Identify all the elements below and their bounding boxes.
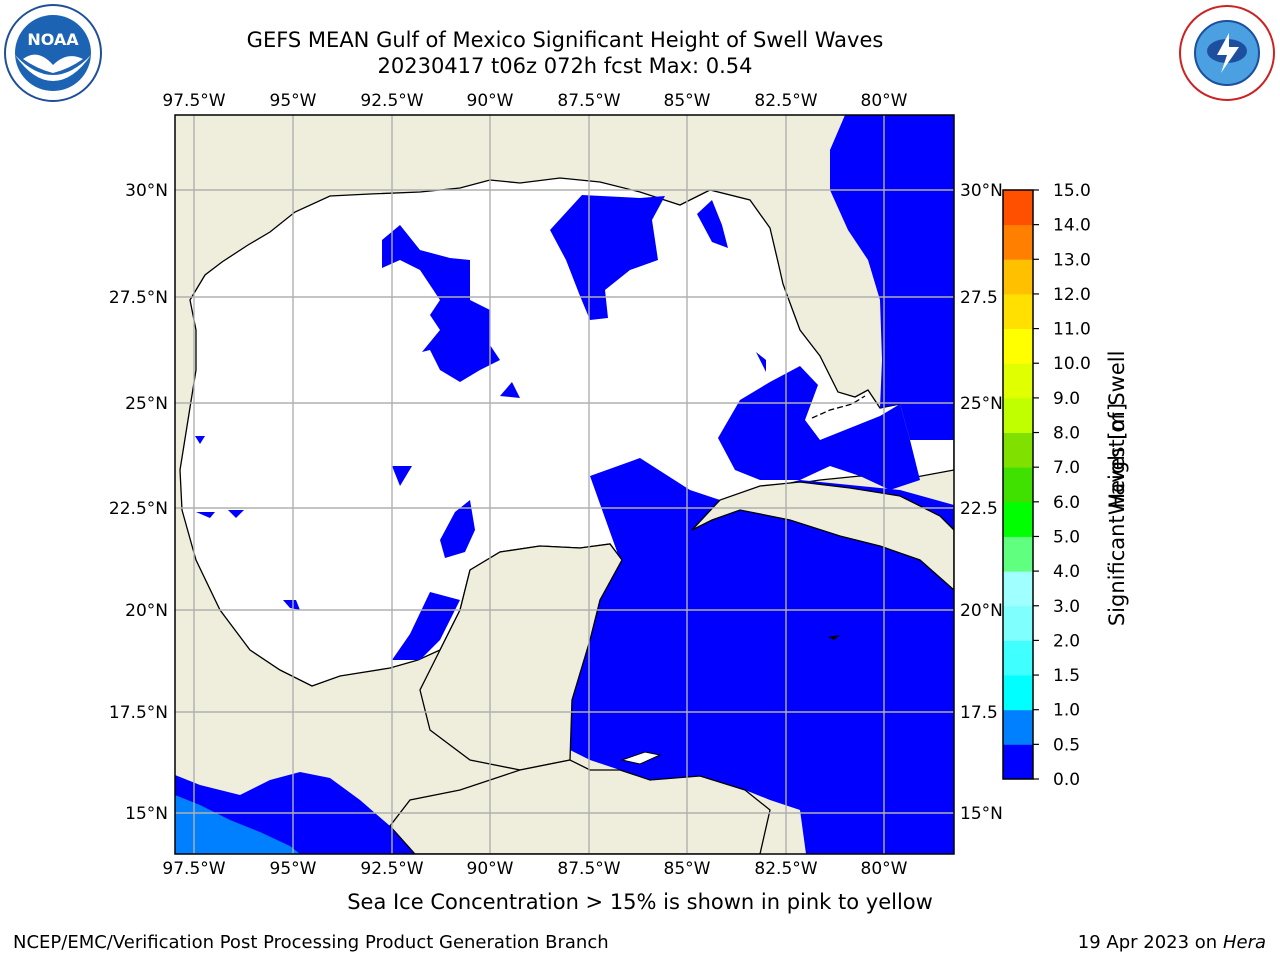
- sea-ice-note: Sea Ice Concentration > 15% is shown in …: [347, 890, 933, 914]
- map-frame: [174, 114, 955, 855]
- lat-tick-left: 27.5°N: [109, 288, 168, 308]
- colorbar-segment: [1003, 293, 1033, 329]
- colorbar-segment: [1003, 397, 1033, 433]
- lon-tick-top: 90°W: [467, 91, 514, 111]
- lat-tick-left: 22.5°N: [109, 499, 168, 519]
- gulf-of-mexico-water: [179, 177, 954, 687]
- bay-islands-white: [620, 751, 662, 765]
- colorbar: 0.0 0.5 1.0 1.5 2.0 3.0 4.0 5.0 6.0 7.0 8.0 9.0 10.0…: [1002, 181, 1091, 790]
- pacific-swell-high: [175, 795, 300, 854]
- lon-tick-top: 82.5°W: [754, 91, 817, 111]
- colorbar-tick-label: 8.0: [1053, 424, 1080, 444]
- colorbar-tick-label: 3.0: [1053, 597, 1080, 617]
- lon-tick-bottom: 82.5°W: [754, 859, 817, 879]
- colorbar-tick-label: 6.0: [1053, 493, 1080, 513]
- noaa-logo-icon: NOAA: [4, 4, 102, 102]
- colorbar-tick-label: 0.0: [1053, 770, 1080, 790]
- colorbar-segment: [1003, 363, 1033, 399]
- colorbar-tick-label: 1.0: [1053, 701, 1080, 721]
- colorbar-tick-label: 14.0: [1053, 216, 1091, 236]
- colorbar-tick-label: 1.5: [1053, 666, 1080, 686]
- colorbar-segment: [1003, 744, 1033, 780]
- lat-tick-right: 27.5: [960, 288, 998, 308]
- colorbar-tick-label: 5.0: [1053, 527, 1080, 547]
- lon-tick-bottom: 97.5°W: [162, 859, 225, 879]
- caribbean-water: [570, 458, 954, 854]
- lon-tick-top: 80°W: [861, 91, 908, 111]
- lon-tick-top: 87.5°W: [557, 91, 620, 111]
- lat-tick-left: 30°N: [125, 181, 168, 201]
- colorbar-tick-label: 11.0: [1053, 320, 1091, 340]
- footer-credit: NCEP/EMC/Verification Post Processing Pr…: [13, 932, 609, 953]
- lon-tick-top: 95°W: [270, 91, 317, 111]
- lat-tick-right: 22.5: [960, 499, 998, 519]
- lon-tick-bottom: 92.5°W: [360, 859, 423, 879]
- lon-tick-bottom: 87.5°W: [557, 859, 620, 879]
- cuba-land: [691, 481, 954, 591]
- colorbar-tick-label: 7.0: [1053, 458, 1080, 478]
- colorbar-tick-label: 10.0: [1053, 354, 1091, 374]
- lat-tick-right: 30°N: [960, 181, 1003, 201]
- central-america-land: [389, 759, 771, 854]
- colorbar-segment: [1003, 259, 1033, 295]
- lat-tick-right: 25°N: [960, 394, 1003, 414]
- colorbar-tick-label: 13.0: [1053, 250, 1091, 270]
- lon-tick-bottom: 85°W: [664, 859, 711, 879]
- colorbar-tick-label: 2.0: [1053, 631, 1080, 651]
- colorbar-tick-label: 12.0: [1053, 285, 1091, 305]
- colorbar-segment: [1003, 675, 1033, 711]
- lon-tick-bottom: 80°W: [861, 859, 908, 879]
- lat-tick-left: 20°N: [125, 601, 168, 621]
- lat-tick-left: 25°N: [125, 394, 168, 414]
- colorbar-frame: [1002, 189, 1034, 780]
- lat-tick-right: 17.5: [960, 703, 998, 723]
- colorbar-segment: [1003, 190, 1033, 226]
- lat-tick-left: 15°N: [125, 804, 168, 824]
- colorbar-segment: [1003, 432, 1033, 468]
- colorbar-tick-label: 0.5: [1053, 735, 1080, 755]
- lon-tick-top: 85°W: [664, 91, 711, 111]
- chart-subtitle: 20230417 t06z 072h fcst Max: 0.54: [377, 54, 753, 78]
- colorbar-segment: [1003, 640, 1033, 676]
- lon-tick-bottom: 95°W: [270, 859, 317, 879]
- jamaica-land: [828, 635, 840, 640]
- swell-patches: [195, 195, 920, 660]
- yucatan-land: [419, 543, 623, 771]
- lon-tick-bottom: 90°W: [467, 859, 514, 879]
- footer-date: 19 Apr 2023 on Hera: [1078, 932, 1266, 953]
- colorbar-segment: [1003, 224, 1033, 260]
- lat-tick-left: 17.5°N: [109, 703, 168, 723]
- footer-date-text: 19 Apr 2023 on: [1077, 932, 1223, 953]
- lon-tick-top: 92.5°W: [360, 91, 423, 111]
- lon-tick-top: 97.5°W: [162, 91, 225, 111]
- colorbar-segment: [1003, 328, 1033, 364]
- colorbar-segment: [1003, 605, 1033, 641]
- colorbar-segment: [1003, 467, 1033, 503]
- lat-tick-right: 20°N: [960, 601, 1003, 621]
- gridlines: [175, 115, 954, 854]
- footer-host: Hera: [1222, 932, 1266, 953]
- colorbar-label-line1: Significant Height of Swell Waves [m]: [1105, 344, 1129, 626]
- chart-title: GEFS MEAN Gulf of Mexico Significant Hei…: [246, 28, 884, 52]
- colorbar-tick-label: 9.0: [1053, 389, 1080, 409]
- nws-logo-icon: [1179, 5, 1275, 101]
- noaa-logo-text: NOAA: [27, 30, 79, 49]
- colorbar-segment: [1003, 571, 1033, 607]
- colorbar-tick-label: 15.0: [1053, 181, 1091, 201]
- atlantic-water: [830, 115, 954, 440]
- colorbar-segment: [1003, 501, 1033, 537]
- lat-tick-right: 15°N: [960, 804, 1003, 824]
- colorbar-segment: [1003, 709, 1033, 745]
- florida-keys: [811, 395, 866, 419]
- colorbar-tick-label: 4.0: [1053, 562, 1080, 582]
- colorbar-segment: [1003, 536, 1033, 572]
